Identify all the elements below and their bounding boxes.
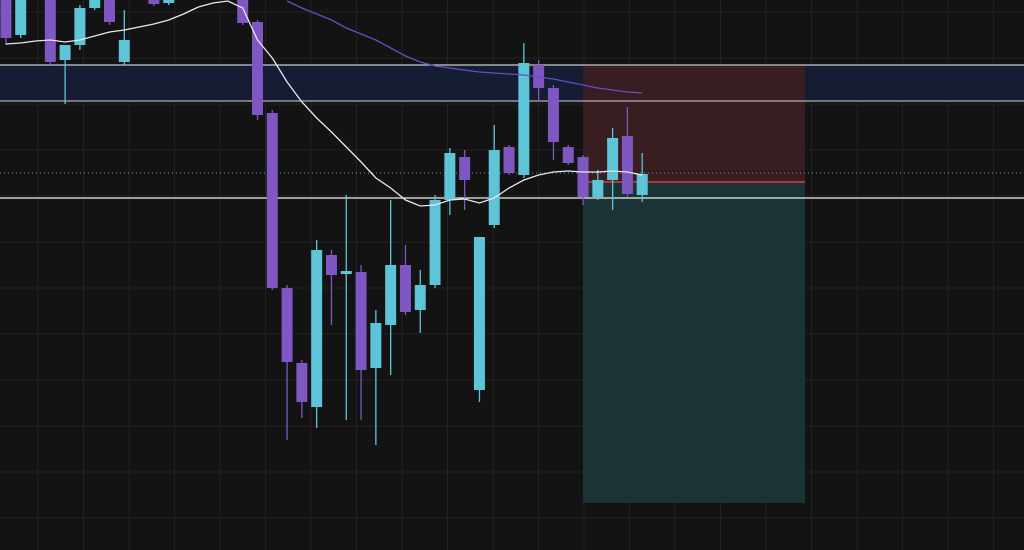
candle-body [636, 174, 648, 195]
candle-body [325, 255, 337, 275]
candle-body [473, 237, 485, 390]
candle-body [503, 147, 515, 173]
candle-body [44, 0, 56, 62]
candle-body [74, 8, 86, 45]
candle-body [577, 157, 589, 197]
candle-body [459, 157, 471, 180]
candle-body [385, 265, 397, 325]
candle-body [621, 136, 633, 194]
candle-body [296, 363, 308, 402]
moving-average [5, 0, 643, 207]
stop-zone [583, 65, 805, 182]
candle-body [237, 0, 249, 23]
moving-average [286, 0, 643, 94]
candle-body [444, 153, 456, 200]
candle-body [370, 323, 382, 368]
candle-body [399, 265, 411, 312]
candle-body [547, 88, 559, 142]
candle-body [89, 0, 101, 8]
candle-body [163, 0, 175, 3]
candle-body [104, 0, 116, 22]
level-band [0, 65, 1024, 101]
candle-body [518, 63, 530, 175]
candle-body [562, 147, 574, 163]
candle-body [251, 22, 263, 115]
candle-body [281, 288, 293, 362]
candle-body [266, 113, 278, 288]
candle-body [0, 0, 12, 38]
candle-body [118, 40, 130, 62]
candle-body [148, 0, 160, 4]
candle-body [311, 250, 323, 407]
candle-body [488, 150, 500, 225]
candle-body [429, 200, 441, 285]
candle-body [592, 180, 604, 197]
candle-body [340, 271, 352, 274]
target-zone [583, 182, 805, 503]
candle-body [15, 0, 27, 35]
candle-body [414, 285, 426, 310]
candle-body [355, 272, 367, 370]
candle-body [607, 138, 619, 180]
candle-body [59, 45, 71, 60]
